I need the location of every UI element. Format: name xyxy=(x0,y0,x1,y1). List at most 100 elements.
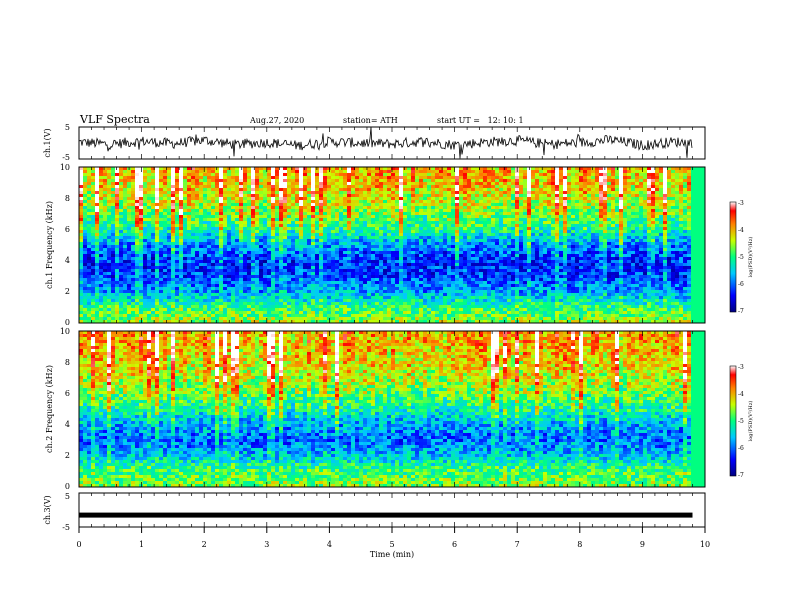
spectrogram-cell xyxy=(611,218,615,222)
spectrogram-cell xyxy=(131,242,135,246)
spectrogram-cell xyxy=(147,212,151,216)
spectrogram-cell xyxy=(475,239,479,243)
spectrogram-cell xyxy=(347,230,351,234)
spectrogram-cell xyxy=(371,236,375,240)
spectrogram-cell xyxy=(515,200,519,204)
spectrogram-cell xyxy=(399,182,403,186)
spectrogram-cell xyxy=(171,191,175,195)
spectrogram-cell xyxy=(215,170,219,174)
spectrogram-cell xyxy=(111,239,115,243)
spectrogram-cell xyxy=(399,263,403,267)
spectrogram-cell xyxy=(267,233,271,237)
spectrogram-cell xyxy=(243,242,247,246)
spectrogram-cell xyxy=(547,248,551,252)
spectrogram-cell xyxy=(515,248,519,252)
spectrogram-cell xyxy=(391,215,395,219)
spectrogram-cell xyxy=(119,218,123,222)
spectrogram-cell xyxy=(451,182,455,186)
spectrogram-cell xyxy=(187,203,191,207)
spectrogram-cell xyxy=(191,200,195,204)
spectrogram-cell xyxy=(251,254,255,258)
spectrogram-cell xyxy=(603,185,607,189)
spectrogram-cell xyxy=(131,194,135,198)
spectrogram-cell xyxy=(423,221,427,225)
spectrogram-cell xyxy=(259,251,263,255)
spectrogram-cell xyxy=(555,254,559,258)
spectrogram-cell xyxy=(387,200,391,204)
spectrogram-cell xyxy=(227,176,231,180)
spectrogram-cell xyxy=(567,233,571,237)
spectrogram-cell xyxy=(539,242,543,246)
spectrogram-cell xyxy=(587,215,591,219)
spectrogram-cell xyxy=(187,191,191,195)
spectrogram-cell xyxy=(283,212,287,216)
spectrogram-cell xyxy=(379,197,383,201)
spectrogram-cell xyxy=(155,185,159,189)
spectrogram-cell xyxy=(575,188,579,192)
spectrogram-cell xyxy=(559,221,563,225)
spectrogram-cell xyxy=(575,227,579,231)
spectrogram-cell xyxy=(311,218,315,222)
spectrogram-cell xyxy=(431,188,435,192)
spectrogram-cell xyxy=(395,173,399,177)
spectrogram-cell xyxy=(95,224,99,228)
spectrogram-cell xyxy=(671,254,675,258)
spectrogram-cell xyxy=(111,245,115,249)
spectrogram-cell xyxy=(347,260,351,264)
spectrogram-cell xyxy=(351,200,355,204)
spectrogram-cell xyxy=(143,221,147,225)
spectrogram-cell xyxy=(507,188,511,192)
spectrogram-cell xyxy=(411,206,415,210)
spectrogram-cell xyxy=(79,248,83,252)
spectrogram-cell xyxy=(363,173,367,177)
spectrogram-cell xyxy=(599,215,603,219)
spectrogram-cell xyxy=(275,257,279,261)
spectrogram-cell xyxy=(519,179,523,183)
spectrogram-cell xyxy=(335,167,339,171)
spectrogram-cell xyxy=(295,194,299,198)
spectrogram-cell xyxy=(383,245,387,249)
spectrogram-cell xyxy=(419,185,423,189)
spectrogram-cell xyxy=(259,170,263,174)
spectrogram-cell xyxy=(371,215,375,219)
spectrogram-cell xyxy=(83,200,87,204)
spectrogram-cell xyxy=(663,209,667,213)
spectrogram-cell xyxy=(403,227,407,231)
spectrogram-cell xyxy=(411,188,415,192)
spectrogram-cell xyxy=(431,185,435,189)
spectrogram-cell xyxy=(107,227,111,231)
spectrogram-cell xyxy=(307,185,311,189)
spectrogram-cell xyxy=(159,197,163,201)
spectrogram-cell xyxy=(243,188,247,192)
spectrogram-cell xyxy=(491,239,495,243)
spectrogram-cell xyxy=(655,215,659,219)
spectrogram-cell xyxy=(587,176,591,180)
spectrogram-cell xyxy=(87,197,91,201)
spectrogram-cell xyxy=(199,248,203,252)
spectrogram-cell xyxy=(135,185,139,189)
spectrogram-cell xyxy=(431,173,435,177)
spectrogram-cell xyxy=(243,197,247,201)
spectrogram-cell xyxy=(295,182,299,186)
spectrogram-cell xyxy=(99,197,103,201)
spectrogram-cell xyxy=(183,257,187,261)
spectrogram-cell xyxy=(119,206,123,210)
spectrogram-cell xyxy=(583,194,587,198)
spectrogram-cell xyxy=(447,230,451,234)
spectrogram-cell xyxy=(375,242,379,246)
spectrogram-cell xyxy=(363,260,367,264)
spectrogram-cell xyxy=(311,188,315,192)
spectrogram-cell xyxy=(87,179,91,183)
spectrogram-cell xyxy=(655,245,659,249)
spectrogram-cell xyxy=(527,254,531,258)
spectrogram-cell xyxy=(511,176,515,180)
spectrogram-cell xyxy=(267,206,271,210)
spectrogram-cell xyxy=(363,242,367,246)
spectrogram-cell xyxy=(275,227,279,231)
spectrogram-cell xyxy=(167,257,171,261)
spectrogram-cell xyxy=(663,233,667,237)
spectrogram-cell xyxy=(583,206,587,210)
spectrogram-cell xyxy=(591,221,595,225)
spectrogram-cell xyxy=(347,221,351,225)
spectrogram-cell xyxy=(539,188,543,192)
